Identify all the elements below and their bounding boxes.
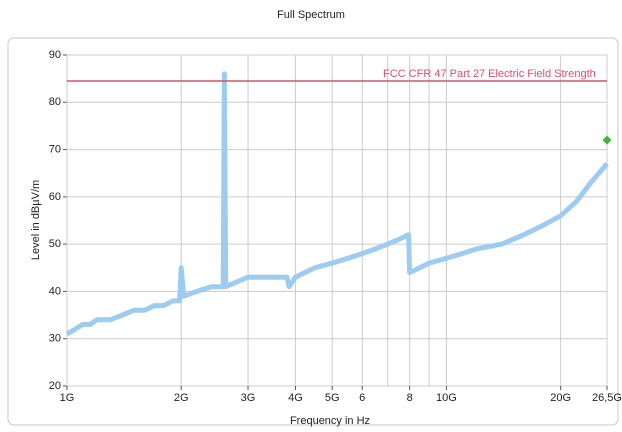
x-tick-label: 20G: [550, 392, 571, 404]
x-tick-label: 10G: [436, 392, 457, 404]
y-tick-label: 30: [49, 333, 61, 345]
x-tick-label: 3G: [241, 392, 256, 404]
y-tick-label: 60: [49, 191, 61, 203]
x-tick-label: 2G: [174, 392, 189, 404]
x-tick-label: 6: [359, 392, 365, 404]
y-tick-label: 50: [49, 238, 61, 250]
spectrum-trace: [65, 71, 609, 337]
y-tick-label: 40: [49, 285, 61, 297]
y-tick-label: 20: [49, 380, 61, 392]
x-tick-label: 1G: [60, 392, 75, 404]
x-axis-title: Frequency in Hz: [290, 415, 370, 427]
x-tick-label: 5G: [325, 392, 340, 404]
chart-title: Full Spectrum: [277, 9, 345, 21]
y-tick-label: 70: [49, 143, 61, 155]
marker: [602, 135, 612, 145]
limit-label: FCC CFR 47 Part 27 Electric Field Streng…: [383, 68, 596, 80]
x-tick-label: 26,5G: [592, 392, 622, 404]
x-tick-label: 8: [407, 392, 413, 404]
x-tick-label: 4G: [288, 392, 303, 404]
y-axis-title: Level in dBµV/m: [30, 180, 42, 260]
plot-area: [66, 54, 608, 387]
y-tick-label: 80: [49, 96, 61, 108]
y-tick-label: 90: [49, 49, 61, 61]
